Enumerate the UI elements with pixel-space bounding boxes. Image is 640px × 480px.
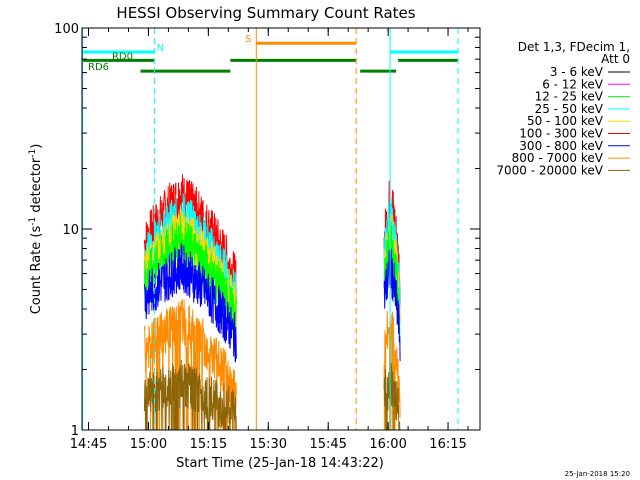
legend-header-line-1: Det 1,3, FDecim 1,	[518, 40, 630, 54]
y-axis: 1 10 100	[54, 22, 480, 439]
data-layer	[143, 174, 401, 431]
plot-frame	[81, 27, 481, 431]
legend-entry-2: 12 - 25 keV	[535, 90, 604, 104]
y-axis-label-main: Count Rate (s	[29, 226, 44, 315]
legend-entry-1: 6 - 12 keV	[542, 77, 604, 91]
flag-rd6-label: RD6	[88, 62, 109, 73]
flag-s-label: S	[245, 34, 251, 45]
y-axis-label-end: )	[29, 144, 44, 149]
flag-n-label: N	[157, 43, 164, 54]
series-line-4	[143, 243, 401, 363]
x-axis: 14:45 15:00 15:15 15:30 15:45 16:00 16:15	[70, 28, 469, 452]
legend-entry-0: 3 - 6 keV	[550, 65, 604, 79]
legend-entry-8: 7000 - 20000 keV	[496, 163, 603, 177]
y-tick-label-1: 10	[62, 223, 79, 238]
series-line-6	[143, 359, 401, 431]
legend-entry-7: 800 - 7000 keV	[512, 151, 604, 165]
y-axis-label-sup: -1	[28, 217, 38, 226]
x-axis-label: Start Time (25-Jan-18 14:43:22)	[176, 456, 384, 471]
y-tick-label-0: 1	[71, 424, 79, 439]
flag-rd0-label: RD0	[112, 51, 133, 62]
x-tick-label-0: 14:45	[70, 437, 107, 452]
x-tick-label-6: 16:15	[429, 437, 466, 452]
y-axis-label: Count Rate (s-1 detector-1)	[28, 144, 44, 315]
x-tick-label-4: 15:45	[309, 437, 346, 452]
legend-entry-6: 300 - 800 keV	[519, 139, 603, 153]
y-tick-label-2: 100	[54, 22, 79, 37]
footer-timestamp: 25-Jan-2018 15:20	[565, 470, 630, 478]
marker-layer	[82, 28, 459, 430]
x-tick-label-3: 15:30	[250, 437, 287, 452]
legend-header-line-2: Att 0	[601, 52, 630, 66]
legend-entry-4: 50 - 100 keV	[527, 114, 604, 128]
chart-title: HESSI Observing Summary Count Rates	[116, 4, 415, 22]
legend-entry-5: 100 - 300 keV	[519, 127, 603, 141]
x-tick-label-5: 16:00	[369, 437, 406, 452]
y-axis-label-mid: detector	[29, 157, 44, 217]
y-axis-label-sup2: -1	[28, 149, 38, 158]
x-tick-label-1: 15:00	[130, 437, 167, 452]
legend-entry-3: 25 - 50 keV	[535, 102, 604, 116]
x-tick-label-2: 15:15	[190, 437, 227, 452]
